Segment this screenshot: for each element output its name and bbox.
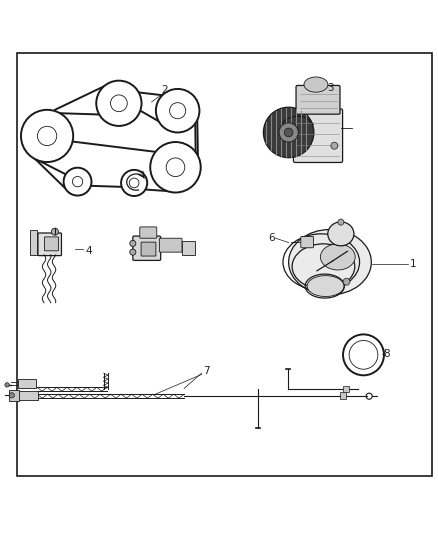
Circle shape [338,219,344,225]
Ellipse shape [289,230,371,295]
Text: 3: 3 [327,83,333,93]
Circle shape [156,89,199,133]
FancyBboxPatch shape [339,392,346,399]
FancyBboxPatch shape [296,85,340,114]
Circle shape [279,123,298,142]
FancyBboxPatch shape [18,379,36,388]
Text: 4: 4 [85,246,92,256]
Circle shape [121,170,147,196]
FancyBboxPatch shape [30,230,37,255]
Text: 8: 8 [383,349,390,359]
Circle shape [129,178,139,188]
Circle shape [64,168,92,196]
Ellipse shape [307,276,344,296]
Circle shape [150,142,201,192]
Ellipse shape [304,77,328,92]
Ellipse shape [328,222,354,246]
FancyBboxPatch shape [45,237,58,251]
FancyBboxPatch shape [140,227,157,238]
Circle shape [51,228,58,235]
FancyBboxPatch shape [141,242,156,256]
FancyBboxPatch shape [343,386,349,392]
Circle shape [263,107,314,158]
Circle shape [37,126,57,146]
FancyBboxPatch shape [182,241,195,255]
Circle shape [110,95,127,112]
Circle shape [130,249,136,255]
Circle shape [166,158,185,176]
Text: 6: 6 [268,233,275,243]
Circle shape [72,176,83,187]
Circle shape [170,103,186,119]
FancyBboxPatch shape [301,237,314,248]
FancyBboxPatch shape [133,236,161,261]
Circle shape [96,80,141,126]
Text: 5: 5 [190,246,196,256]
Circle shape [343,278,350,285]
FancyBboxPatch shape [38,233,61,256]
Circle shape [21,110,73,162]
Circle shape [130,240,136,246]
FancyBboxPatch shape [159,238,182,252]
Ellipse shape [321,244,355,270]
Circle shape [5,383,9,387]
Circle shape [9,393,14,398]
Text: 1: 1 [410,260,416,269]
Circle shape [331,142,338,149]
FancyBboxPatch shape [293,109,343,163]
FancyBboxPatch shape [9,390,19,401]
FancyBboxPatch shape [284,124,293,141]
Text: 2: 2 [161,85,168,95]
Text: 7: 7 [203,366,209,376]
FancyBboxPatch shape [18,391,38,400]
Circle shape [284,128,293,137]
